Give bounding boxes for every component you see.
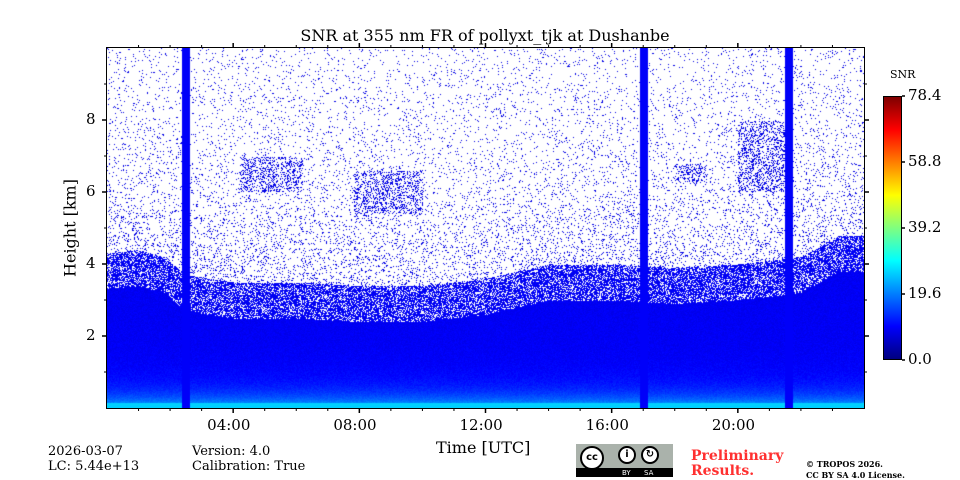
x-axis-label: Time [UTC]: [436, 438, 531, 457]
sa-label: SA: [644, 469, 654, 477]
sa-share-icon: ↻: [641, 446, 659, 464]
colorbar-tick-label: 19.6: [908, 284, 942, 302]
colorbar: [883, 96, 902, 360]
version-text: Version: 4.0: [192, 444, 271, 459]
x-tick-label: 16:00: [585, 416, 629, 434]
preliminary-notice: Preliminary Results.: [691, 449, 783, 479]
license-text: © TROPOS 2026. CC BY SA 4.0 License.: [806, 459, 905, 480]
x-tick-label: 08:00: [333, 416, 377, 434]
cc-badge-bar: BY SA: [576, 468, 673, 477]
x-tick-label: 12:00: [459, 416, 503, 434]
y-tick-label: 4: [86, 254, 96, 272]
y-axis-label: Height [km]: [60, 179, 80, 277]
cc-icon: cc: [580, 446, 604, 470]
colorbar-tick-label: 58.8: [908, 152, 942, 170]
by-label: BY: [622, 469, 631, 477]
copyright-line: © TROPOS 2026.: [806, 459, 883, 469]
calibration-text: Calibration: True: [192, 459, 306, 474]
colorbar-tick-label: 0.0: [908, 350, 932, 368]
chart-title: SNR at 355 nm FR of pollyxt_tjk at Dusha…: [300, 26, 670, 45]
colorbar-tick-label: 78.4: [908, 86, 942, 104]
preliminary-line-2: Results.: [691, 463, 755, 479]
preliminary-line-1: Preliminary: [691, 448, 784, 464]
cc-by-sa-badge: cc i ↻ BY SA: [576, 444, 673, 477]
date-text: 2026-03-07: [48, 444, 123, 459]
y-tick-label: 8: [86, 110, 96, 128]
x-tick-label: 04:00: [207, 416, 251, 434]
y-tick-label: 2: [86, 326, 96, 344]
colorbar-tick-label: 39.2: [908, 218, 942, 236]
snr-heatmap: [107, 48, 864, 408]
colorbar-label: SNR: [890, 68, 916, 81]
by-person-icon: i: [618, 446, 636, 464]
y-tick-label: 6: [86, 182, 96, 200]
lidar-constant-text: LC: 5.44e+13: [48, 459, 140, 474]
x-tick-label: 20:00: [711, 416, 756, 434]
license-line: CC BY SA 4.0 License.: [806, 470, 905, 480]
